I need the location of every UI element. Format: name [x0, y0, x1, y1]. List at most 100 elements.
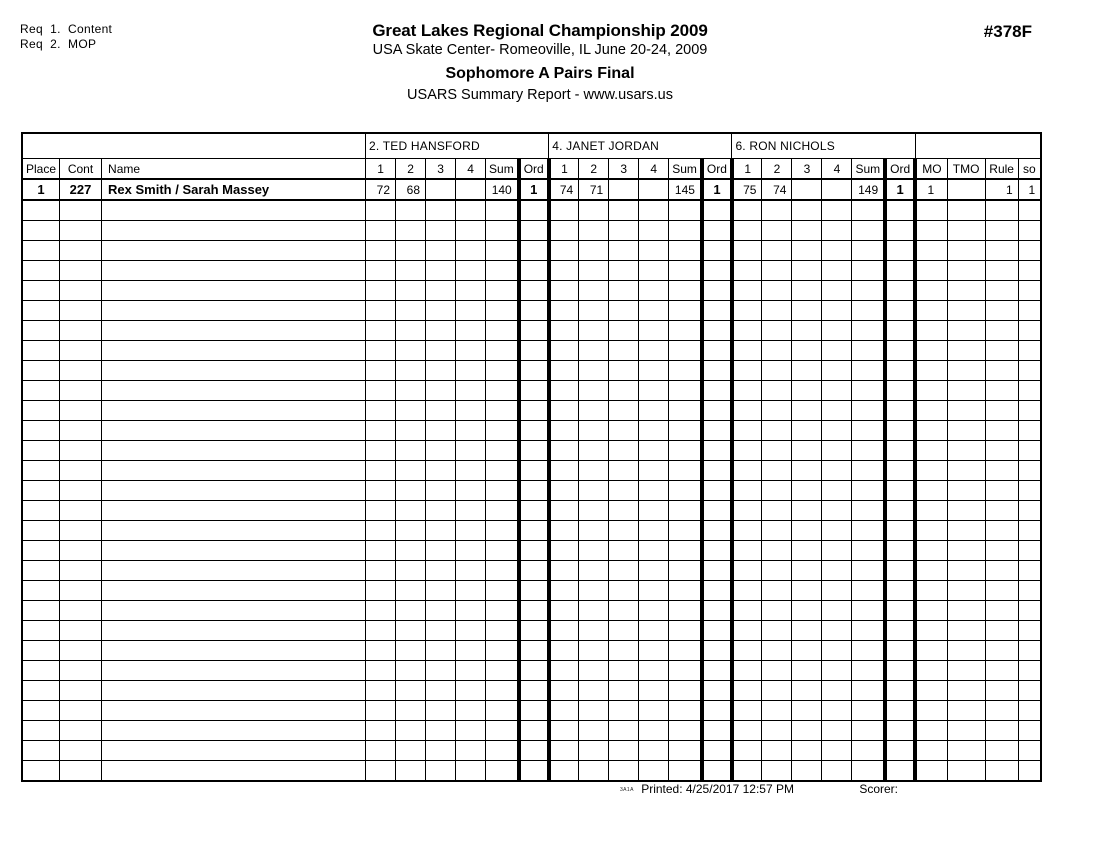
empty-table-row[interactable] — [21, 360, 1042, 381]
empty-cell — [455, 220, 487, 241]
header-mo: MO — [914, 158, 948, 180]
empty-cell — [946, 700, 986, 721]
empty-cell — [548, 400, 580, 421]
empty-table-row[interactable] — [21, 680, 1042, 701]
empty-table-row[interactable] — [21, 220, 1042, 241]
empty-cell — [59, 360, 103, 381]
empty-table-row[interactable] — [21, 600, 1042, 621]
empty-cell — [395, 340, 427, 361]
empty-cell — [101, 360, 367, 381]
empty-cell — [516, 280, 551, 301]
header-j2-m3: 3 — [608, 158, 640, 180]
empty-cell — [365, 640, 397, 661]
cell-place: 1 — [21, 178, 61, 201]
empty-cell — [608, 440, 640, 461]
empty-cell — [668, 440, 703, 461]
empty-cell — [946, 220, 986, 241]
empty-cell — [699, 600, 734, 621]
empty-cell — [485, 199, 520, 221]
title-block: Great Lakes Regional Championship 2009 U… — [160, 20, 920, 105]
empty-cell — [668, 199, 703, 221]
empty-cell — [548, 560, 580, 581]
empty-cell — [516, 760, 551, 782]
empty-table-row[interactable] — [21, 580, 1042, 601]
empty-table-row[interactable] — [21, 560, 1042, 581]
empty-table-row[interactable] — [21, 460, 1042, 481]
empty-table-row[interactable] — [21, 540, 1042, 561]
empty-cell — [578, 500, 610, 521]
empty-table-row[interactable] — [21, 280, 1042, 301]
empty-cell — [365, 440, 397, 461]
empty-table-row[interactable] — [21, 660, 1042, 681]
empty-cell — [59, 420, 103, 441]
empty-table-row[interactable] — [21, 700, 1042, 721]
empty-cell — [883, 440, 918, 461]
empty-cell — [455, 740, 487, 761]
empty-cell — [946, 320, 986, 341]
empty-cell — [516, 560, 551, 581]
empty-table-row[interactable] — [21, 320, 1042, 341]
empty-cell — [516, 580, 551, 601]
empty-table-row[interactable] — [21, 520, 1042, 541]
empty-table-row[interactable] — [21, 620, 1042, 641]
empty-cell — [1017, 400, 1042, 421]
empty-cell — [101, 260, 367, 281]
empty-table-row[interactable] — [21, 300, 1042, 321]
empty-table-row[interactable] — [21, 240, 1042, 261]
empty-table-row[interactable] — [21, 260, 1042, 281]
empty-cell — [485, 600, 520, 621]
empty-cell — [578, 320, 610, 341]
empty-cell — [761, 220, 793, 241]
empty-table-row[interactable] — [21, 400, 1042, 421]
cell-j1-ord: 1 — [516, 178, 551, 201]
empty-cell — [395, 260, 427, 281]
empty-cell — [668, 720, 703, 741]
empty-cell — [699, 740, 734, 761]
empty-cell — [984, 740, 1019, 761]
empty-cell — [101, 760, 367, 782]
empty-cell — [425, 760, 457, 782]
empty-cell — [946, 380, 986, 401]
empty-cell — [1017, 320, 1042, 341]
empty-table-row[interactable] — [21, 199, 1042, 221]
empty-cell — [946, 520, 986, 541]
empty-cell — [1017, 360, 1042, 381]
empty-table-row[interactable] — [21, 480, 1042, 501]
empty-cell — [608, 620, 640, 641]
empty-cell — [946, 300, 986, 321]
empty-table-row[interactable] — [21, 340, 1042, 361]
empty-cell — [668, 220, 703, 241]
empty-table-row[interactable] — [21, 420, 1042, 441]
empty-table-row[interactable] — [21, 500, 1042, 521]
empty-cell — [1017, 700, 1042, 721]
empty-cell — [914, 420, 948, 441]
empty-table-row[interactable] — [21, 720, 1042, 741]
empty-cell — [455, 680, 487, 701]
empty-cell — [946, 760, 986, 782]
table-row[interactable]: 1 227 Rex Smith / Sarah Massey 72 68 140… — [21, 178, 1042, 201]
empty-cell — [1017, 620, 1042, 641]
empty-cell — [984, 760, 1019, 782]
empty-cell — [21, 580, 61, 601]
empty-cell — [21, 600, 61, 621]
header-place: Place — [21, 158, 61, 180]
empty-cell — [668, 420, 703, 441]
empty-table-row[interactable] — [21, 440, 1042, 461]
empty-cell — [578, 480, 610, 501]
empty-cell — [365, 320, 397, 341]
empty-table-row[interactable] — [21, 740, 1042, 761]
empty-cell — [425, 300, 457, 321]
empty-cell — [821, 320, 853, 341]
empty-cell — [731, 300, 763, 321]
empty-cell — [101, 680, 367, 701]
empty-cell — [578, 740, 610, 761]
empty-table-row[interactable] — [21, 640, 1042, 661]
empty-cell — [883, 600, 918, 621]
empty-cell — [668, 660, 703, 681]
empty-cell — [578, 580, 610, 601]
empty-cell — [548, 540, 580, 561]
empty-cell — [455, 380, 487, 401]
empty-table-row[interactable] — [21, 760, 1042, 782]
empty-table-row[interactable] — [21, 380, 1042, 401]
cell-j1-m4 — [455, 178, 487, 201]
